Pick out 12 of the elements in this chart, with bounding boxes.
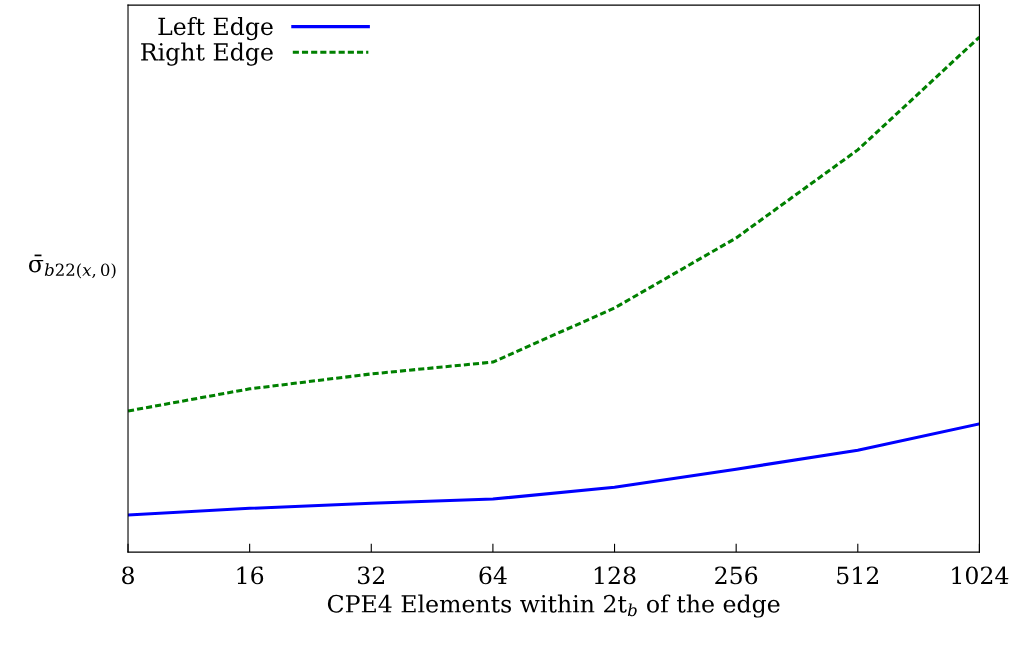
x-tick-label: 32: [358, 566, 384, 585]
x-tick-label: 8: [122, 566, 134, 585]
x-tick-label: 512: [837, 566, 879, 585]
x-tick-label: 16: [237, 566, 264, 585]
y-axis-title: σ̄$_{b22(x,0)}$: [28, 254, 116, 279]
x-tick-label: 1024: [952, 566, 1009, 585]
legend-label: Left Edge: [158, 16, 273, 41]
x-tick-label: 128: [594, 566, 636, 585]
x-axis-title: CPE4 Elements within 2t$_{b}$ of the edge: [327, 594, 780, 618]
x-tick-label: 256: [715, 566, 758, 585]
x-tick-label: 64: [479, 566, 507, 585]
legend-label: Right Edge: [141, 42, 273, 66]
